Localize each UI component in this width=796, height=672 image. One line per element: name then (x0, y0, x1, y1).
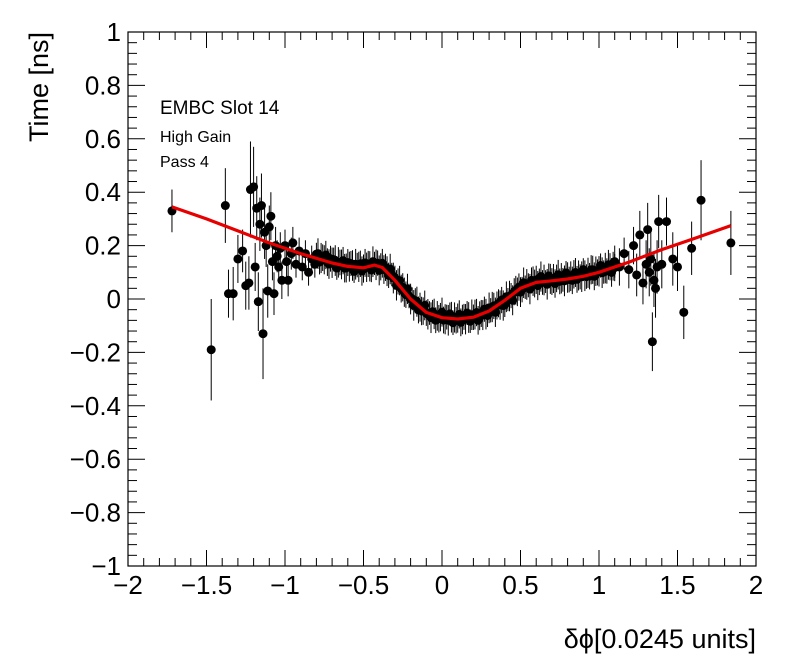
fit-curve (171, 205, 732, 321)
data-point (282, 257, 292, 267)
data-point (687, 243, 697, 253)
data-point (272, 251, 282, 261)
annotation-pass: Pass 4 (160, 154, 209, 171)
data-point (249, 182, 259, 192)
y-tick-label: 0.6 (85, 124, 121, 154)
x-axis-title: δϕ[0.0245 units] (564, 624, 756, 654)
data-point (657, 259, 667, 269)
x-tick-label: 0.5 (502, 570, 538, 600)
data-point (638, 278, 648, 288)
data-point (635, 230, 645, 240)
y-tick-label: −0.8 (70, 498, 121, 528)
x-tick-label: 1 (592, 570, 606, 600)
data-point (238, 246, 248, 256)
data-point (624, 265, 634, 275)
data-point (726, 238, 736, 248)
data-point (253, 297, 263, 307)
y-tick-label: 0 (107, 284, 121, 314)
data-point (283, 275, 293, 285)
x-tick-labels: −2 −1.5 −1 −0.5 0 0.5 1 1.5 2 (113, 570, 763, 600)
data-point (679, 307, 689, 317)
x-tick-label: 1.5 (659, 570, 695, 600)
data-point (220, 201, 230, 211)
data-point (629, 241, 639, 251)
data-point (264, 222, 274, 232)
y-axis-title: Time [ns] (24, 32, 54, 142)
x-tick-label: −1.5 (181, 570, 232, 600)
data-point (233, 254, 243, 264)
data-point (250, 262, 260, 272)
data-point (632, 270, 642, 280)
data-point (277, 275, 287, 285)
data-point (274, 262, 284, 272)
x-tick-label: 0 (435, 570, 449, 600)
data-point (228, 289, 238, 299)
data-point (696, 195, 706, 205)
data-point (258, 329, 268, 339)
x-tick-label: −1 (270, 570, 300, 600)
y-tick-label: 0.2 (85, 231, 121, 261)
y-tick-label: −0.2 (70, 337, 121, 367)
x-tick-label: 2 (749, 570, 763, 600)
y-tick-label: −0.4 (70, 391, 121, 421)
data-point (668, 254, 678, 264)
data-point (644, 267, 654, 277)
y-tick-label: 0.4 (85, 177, 121, 207)
data-point (654, 217, 664, 227)
data-point (662, 217, 672, 227)
data-point (206, 345, 216, 355)
annotation-slot: EMBC Slot 14 (160, 98, 280, 119)
data-point (256, 201, 266, 211)
data-point (288, 238, 298, 248)
y-tick-label: 0.8 (85, 70, 121, 100)
x-tick-label: −2 (113, 570, 143, 600)
annotation-gain: High Gain (160, 129, 231, 146)
y-tick-label: 1 (107, 17, 121, 47)
data-point (673, 262, 682, 272)
data-point (269, 289, 279, 299)
data-point (646, 254, 656, 264)
y-tick-labels: −1 −0.8 −0.6 −0.4 −0.2 0 0.2 0.4 0.6 0.8 1 (70, 17, 121, 581)
data-point (643, 225, 653, 235)
data-point (649, 275, 659, 285)
y-tick-label: −1 (91, 551, 121, 581)
data-point (651, 283, 661, 293)
data-point (244, 278, 254, 288)
y-tick-label: −0.6 (70, 444, 121, 474)
x-tick-label: −0.5 (338, 570, 389, 600)
data-point (266, 211, 276, 221)
data-point (297, 262, 307, 272)
data-point (255, 219, 265, 229)
data-point (647, 337, 657, 347)
axis-ticks (127, 31, 757, 567)
data-point (304, 267, 314, 277)
data-point (619, 249, 629, 259)
